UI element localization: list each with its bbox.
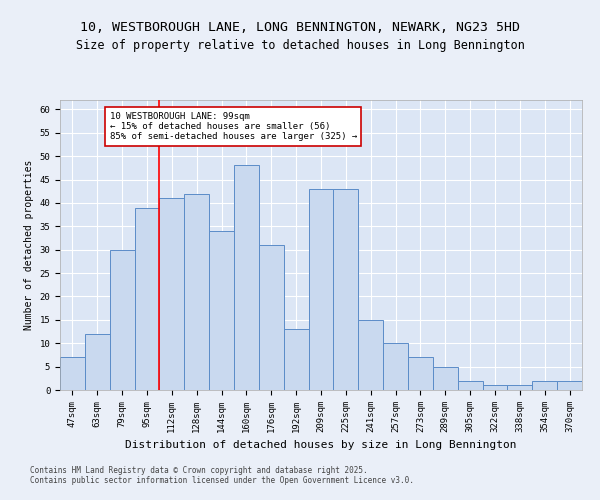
Bar [259,245,284,390]
Bar [433,366,458,390]
Bar [458,380,482,390]
Bar [358,320,383,390]
Y-axis label: Number of detached properties: Number of detached properties [24,160,34,330]
Bar [160,198,184,390]
Text: Size of property relative to detached houses in Long Bennington: Size of property relative to detached ho… [76,40,524,52]
X-axis label: Distribution of detached houses by size in Long Bennington: Distribution of detached houses by size … [125,440,517,450]
Text: Contains HM Land Registry data © Crown copyright and database right 2025.
Contai: Contains HM Land Registry data © Crown c… [30,466,414,485]
Bar [234,166,259,390]
Bar [532,380,557,390]
Bar [508,386,532,390]
Bar [60,358,85,390]
Bar [184,194,209,390]
Bar [85,334,110,390]
Text: 10, WESTBOROUGH LANE, LONG BENNINGTON, NEWARK, NG23 5HD: 10, WESTBOROUGH LANE, LONG BENNINGTON, N… [80,21,520,34]
Bar [110,250,134,390]
Bar [209,231,234,390]
Text: 10 WESTBOROUGH LANE: 99sqm
← 15% of detached houses are smaller (56)
85% of semi: 10 WESTBOROUGH LANE: 99sqm ← 15% of deta… [110,112,357,142]
Bar [308,189,334,390]
Bar [557,380,582,390]
Bar [284,329,308,390]
Bar [482,386,508,390]
Bar [334,189,358,390]
Bar [383,343,408,390]
Bar [134,208,160,390]
Bar [408,358,433,390]
